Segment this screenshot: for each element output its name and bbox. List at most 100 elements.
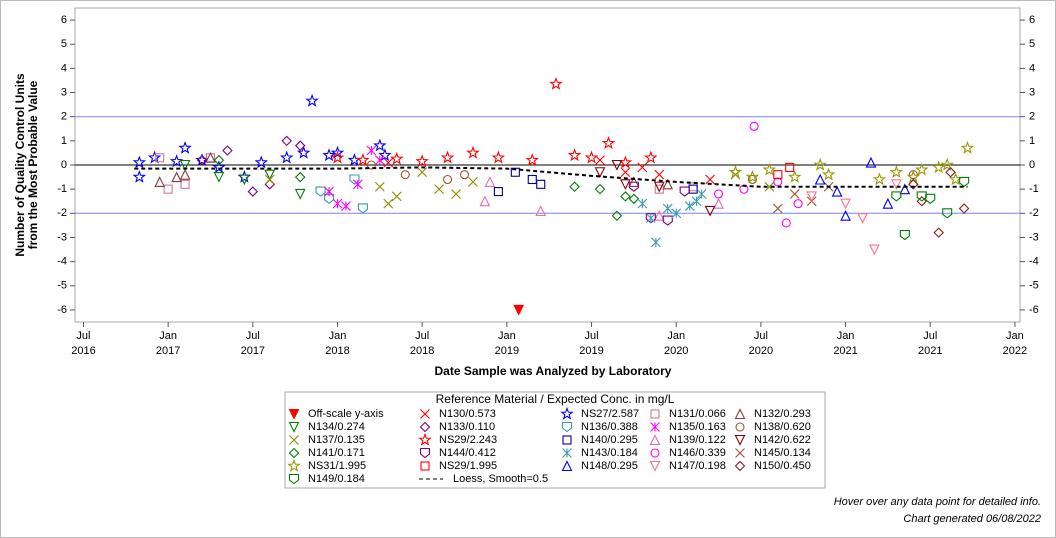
legend-swatch bbox=[561, 460, 573, 472]
marker bbox=[865, 156, 877, 168]
y2-tick-label: 0 bbox=[1029, 159, 1035, 171]
marker bbox=[391, 191, 402, 202]
marker bbox=[645, 213, 656, 224]
marker bbox=[620, 179, 631, 191]
y2-tick-label: -1 bbox=[1029, 183, 1039, 195]
marker bbox=[814, 173, 826, 185]
marker bbox=[899, 229, 910, 241]
marker bbox=[899, 183, 911, 195]
legend-swatch bbox=[734, 460, 746, 472]
legend-swatch bbox=[419, 421, 431, 433]
x-tick-label: 2021 bbox=[918, 345, 942, 357]
legend-label: Loess, Smooth=0.5 bbox=[453, 473, 548, 485]
marker bbox=[611, 159, 623, 171]
marker bbox=[281, 135, 292, 147]
legend-swatch bbox=[735, 422, 745, 432]
marker bbox=[840, 198, 851, 210]
x-tick-label: Jan bbox=[667, 330, 685, 342]
legend-swatch bbox=[288, 447, 300, 459]
marker bbox=[942, 208, 953, 219]
marker bbox=[383, 157, 394, 168]
legend-swatch bbox=[649, 434, 661, 446]
legend-label: N149/0.184 bbox=[308, 473, 365, 485]
marker bbox=[891, 191, 902, 202]
marker bbox=[132, 155, 147, 169]
marker bbox=[915, 162, 929, 176]
marker bbox=[315, 186, 326, 197]
marker bbox=[931, 160, 946, 174]
legend-label: N135/0.163 bbox=[669, 421, 726, 433]
marker bbox=[294, 188, 306, 200]
legend-label: N131/0.066 bbox=[669, 408, 726, 420]
x-tick-label: Jul bbox=[923, 330, 937, 342]
y-tick-label: -6 bbox=[57, 304, 67, 316]
y-tick-label: 0 bbox=[61, 159, 67, 171]
marker bbox=[440, 150, 455, 164]
marker bbox=[238, 174, 250, 186]
legend-label: N132/0.293 bbox=[754, 408, 811, 420]
marker bbox=[169, 154, 184, 168]
marker bbox=[415, 154, 429, 168]
legend-label: N143/0.184 bbox=[581, 447, 638, 459]
marker bbox=[374, 181, 385, 192]
marker bbox=[390, 151, 404, 165]
marker bbox=[513, 304, 525, 316]
x-tick-label: Jul bbox=[754, 330, 768, 342]
marker bbox=[857, 213, 868, 224]
marker bbox=[468, 177, 478, 187]
marker bbox=[840, 209, 851, 221]
y-tick-label: 3 bbox=[61, 86, 67, 98]
legend-label: N133/0.110 bbox=[439, 421, 495, 433]
marker bbox=[806, 191, 818, 203]
legend-label: N148/0.295 bbox=[581, 460, 638, 472]
marker bbox=[813, 157, 827, 171]
y-tick-label: 2 bbox=[61, 111, 67, 123]
marker bbox=[728, 165, 743, 178]
marker bbox=[264, 174, 275, 185]
marker bbox=[662, 203, 673, 214]
marker bbox=[294, 140, 306, 151]
marker bbox=[466, 145, 480, 159]
marker bbox=[868, 244, 880, 256]
marker bbox=[451, 189, 461, 199]
x-axis-title: Date Sample was Analyzed by Laboratory bbox=[435, 364, 672, 378]
marker bbox=[628, 181, 639, 192]
marker bbox=[644, 150, 658, 164]
y2-tick-label: -6 bbox=[1029, 304, 1039, 316]
legend-label: Off-scale y-axis bbox=[308, 408, 384, 420]
marker bbox=[196, 154, 208, 166]
marker bbox=[163, 184, 173, 194]
marker bbox=[960, 141, 975, 154]
legend-swatch bbox=[288, 473, 300, 485]
marker bbox=[584, 150, 599, 164]
marker bbox=[653, 209, 665, 221]
marker bbox=[601, 136, 616, 149]
legend-swatch bbox=[288, 408, 300, 420]
marker bbox=[479, 195, 491, 207]
legend-swatch bbox=[289, 435, 299, 445]
marker bbox=[628, 193, 640, 205]
y2-tick-label: -2 bbox=[1029, 207, 1039, 219]
legend-swatch bbox=[650, 422, 660, 432]
marker bbox=[330, 145, 345, 159]
legend-swatch bbox=[287, 458, 301, 472]
marker bbox=[637, 198, 648, 209]
marker bbox=[322, 148, 336, 162]
marker bbox=[594, 183, 606, 195]
marker bbox=[324, 186, 334, 197]
legend-label: NS31/1.995 bbox=[308, 460, 366, 472]
marker bbox=[535, 205, 547, 216]
marker bbox=[749, 121, 759, 131]
marker bbox=[305, 93, 319, 107]
marker bbox=[882, 197, 894, 209]
y2-tick-label: 4 bbox=[1029, 62, 1035, 74]
legend-label: N130/0.573 bbox=[439, 408, 496, 420]
marker bbox=[366, 160, 376, 170]
marker bbox=[620, 191, 631, 202]
marker bbox=[349, 174, 360, 185]
marker bbox=[341, 201, 351, 211]
marker bbox=[147, 150, 162, 164]
legend-label: N140/0.295 bbox=[581, 434, 638, 446]
marker bbox=[745, 169, 760, 183]
